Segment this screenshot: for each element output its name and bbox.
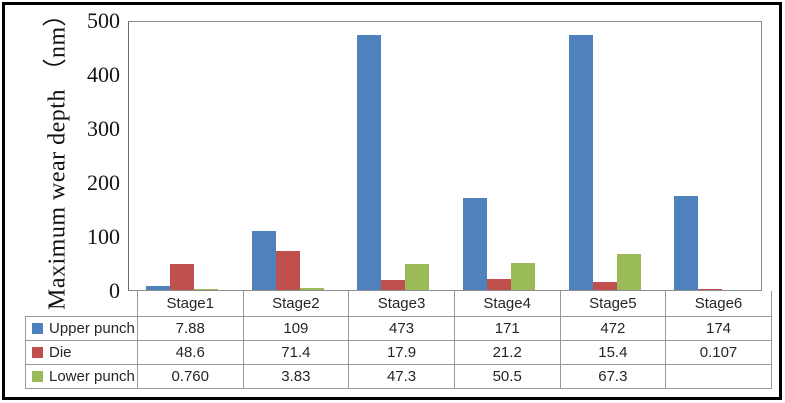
category-header-stage4: Stage4 [453,291,561,317]
category-header-stage5: Stage5 [559,291,667,317]
y-tick-300: 300 [87,116,120,141]
plot-area [128,21,762,291]
category-header-stage1: Stage1 [136,291,244,317]
value-cell: 109 [242,316,350,341]
value-cell: 50.5 [453,364,561,389]
table-header-row: Stage1 Stage2 Stage3 Stage4 Stage5 Stage6 [26,291,772,317]
bar-die-stage2 [276,251,300,290]
legend-swatch-icon [32,347,43,358]
y-axis-title: Maximum wear depth （nm） [44,1,71,311]
value-cell: 71.4 [242,340,350,365]
category-header-stage2: Stage2 [242,291,350,317]
value-cell: 473 [348,316,455,341]
value-cell: 17.9 [348,340,455,365]
table-corner-cell [26,291,138,317]
category-header-stage3: Stage3 [348,291,455,317]
legend-swatch-icon [32,371,43,382]
table-row-die: Die 48.6 71.4 17.9 21.2 15.4 0.107 [25,340,772,365]
value-cell: 3.83 [242,364,350,389]
bar-upper-punch-stage2 [252,231,276,290]
value-cell: 0.760 [136,364,244,389]
legend-cell-upper-punch: Upper punch [25,316,138,341]
value-cell: 472 [559,316,667,341]
value-cell: 48.6 [136,340,244,365]
bar-die-stage5 [593,282,617,290]
bar-upper-punch-stage3 [357,35,381,290]
legend-cell-die: Die [25,340,138,365]
bar-upper-punch-stage4 [463,198,487,290]
bar-lower-punch-stage2 [300,288,324,290]
bar-lower-punch-stage4 [511,263,535,290]
value-cell: 21.2 [453,340,561,365]
y-tick-100: 100 [87,224,120,249]
value-cell: 0.107 [665,340,772,365]
y-tick-200: 200 [87,170,120,195]
y-tick-0: 0 [109,278,120,303]
bar-upper-punch-stage5 [569,35,593,290]
value-cell: 67.3 [559,364,667,389]
value-cell: 47.3 [348,364,455,389]
y-tick-400: 400 [87,62,120,87]
value-cell: 174 [665,316,772,341]
bar-die-stage4 [487,279,511,290]
value-cell [665,364,772,389]
table-row-upper-punch: Upper punch 7.88 109 473 171 472 174 [25,316,772,341]
legend-cell-lower-punch: Lower punch [25,364,138,389]
data-table-legend: Stage1 Stage2 Stage3 Stage4 Stage5 Stage6 Uppe… [25,291,772,389]
bar-die-stage3 [381,280,405,290]
bar-lower-punch-stage1 [194,289,218,290]
legend-swatch-icon [32,323,43,334]
y-tick-500: 500 [87,8,120,33]
category-header-stage6: Stage6 [665,291,772,317]
bar-upper-punch-stage1 [146,286,170,290]
bar-die-stage1 [170,264,194,290]
value-cell: 171 [453,316,561,341]
bar-lower-punch-stage3 [405,264,429,290]
value-cell: 15.4 [559,340,667,365]
value-cell: 7.88 [136,316,244,341]
table-row-lower-punch: Lower punch 0.760 3.83 47.3 50.5 67.3 [25,364,772,389]
bar-upper-punch-stage6 [674,196,698,290]
bar-lower-punch-stage5 [617,254,641,290]
bar-die-stage6 [698,289,722,290]
